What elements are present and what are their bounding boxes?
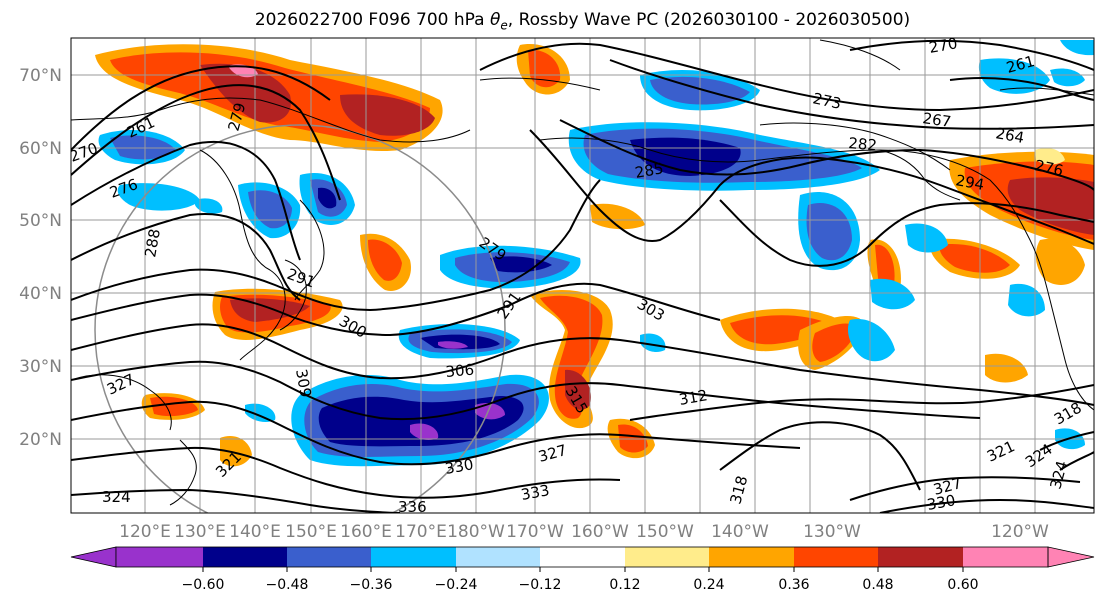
contour-label: 273 [811, 89, 843, 113]
lon-label: 180°W [447, 522, 505, 542]
lat-label: 20°N [19, 430, 62, 450]
lon-label: 120°E [119, 522, 171, 542]
lon-label: 130°W [803, 522, 861, 542]
colorbar-swatch [709, 547, 794, 567]
coastlines [71, 39, 1094, 506]
colorbar-tick-label: −0.48 [266, 577, 309, 593]
reference-circle [94, 124, 506, 513]
contour-label: 270 [928, 34, 959, 57]
colorbar-tick-label: −0.60 [182, 577, 225, 593]
colorbar-tick-label: 0.12 [609, 577, 640, 593]
lon-label: 170°E [395, 522, 447, 542]
colorbar-tick-label: −0.12 [519, 577, 562, 593]
contour-label: 285 [634, 159, 665, 182]
contour-label: 288 [141, 227, 164, 258]
lon-label: 150°E [285, 522, 337, 542]
colorbar-max-extension [1047, 546, 1095, 568]
lon-label: 170°W [506, 522, 564, 542]
colorbar-tick-label: 0.24 [693, 577, 724, 593]
colorbar-swatch [794, 547, 878, 567]
contour-label: 333 [520, 481, 551, 504]
lon-label: 150°W [636, 522, 694, 542]
lat-label: 50°N [19, 211, 62, 231]
longitude-axis: 120°E 130°E 140°E 150°E 160°E 170°E 180°… [119, 522, 1049, 542]
colorbar-tick-label: 0.36 [778, 577, 809, 593]
contour-label: 282 [848, 134, 878, 154]
contour-label: 330 [926, 491, 957, 514]
colorbar-swatch [878, 547, 963, 567]
contour-label: 294 [954, 171, 985, 194]
colorbar-swatch [203, 547, 287, 567]
colorbar-tick-label: −0.24 [435, 577, 478, 593]
colorbar-swatch [625, 547, 709, 567]
contour-label: 276 [1033, 156, 1065, 180]
contour-label: 336 [398, 498, 427, 516]
colorbar-swatch [371, 547, 456, 567]
colorbar-tick-label: −0.36 [350, 577, 393, 593]
contour-label: 267 [921, 109, 952, 131]
colorbar-swatch [540, 547, 625, 567]
contour-label: 309 [292, 368, 315, 399]
contour-label: 306 [445, 361, 475, 381]
colorbar-swatch [287, 547, 371, 567]
colorbar-swatch [116, 547, 203, 567]
colorbar-tick-label: 0.60 [947, 577, 978, 593]
lon-label: 160°E [340, 522, 392, 542]
latitude-axis: 70°N 60°N 50°N 40°N 30°N 20°N [19, 66, 62, 450]
contour-label: 330 [444, 455, 475, 478]
graticule [71, 38, 1094, 513]
lon-label: 160°W [571, 522, 629, 542]
map-panel: 270 261 273 267 264 282 276 285 294 279 … [71, 34, 1094, 516]
colorbar-tick-label: 0.48 [862, 577, 893, 593]
colorbar: −0.60 −0.48 −0.36 −0.24 −0.12 0.12 0.24 … [70, 546, 1095, 593]
lat-label: 60°N [19, 139, 62, 159]
lon-label: 130°E [174, 522, 226, 542]
colorbar-min-extension [70, 546, 117, 568]
contour-label: 312 [678, 386, 709, 409]
lon-label: 140°W [711, 522, 769, 542]
contour-label: 264 [994, 124, 1025, 147]
lat-label: 70°N [19, 66, 62, 86]
chart-title: 2026022700 F096 700 hPa θe, Rossby Wave … [254, 10, 911, 33]
lat-label: 30°N [19, 357, 62, 377]
lon-label: 120°W [991, 522, 1049, 542]
contour-label: 324 [102, 488, 131, 506]
colorbar-swatch [963, 547, 1048, 567]
colorbar-swatch [456, 547, 540, 567]
lat-label: 40°N [19, 284, 62, 304]
lon-label: 140°E [229, 522, 281, 542]
map-frame [70, 37, 1095, 514]
theta-e-contours [71, 39, 1094, 513]
